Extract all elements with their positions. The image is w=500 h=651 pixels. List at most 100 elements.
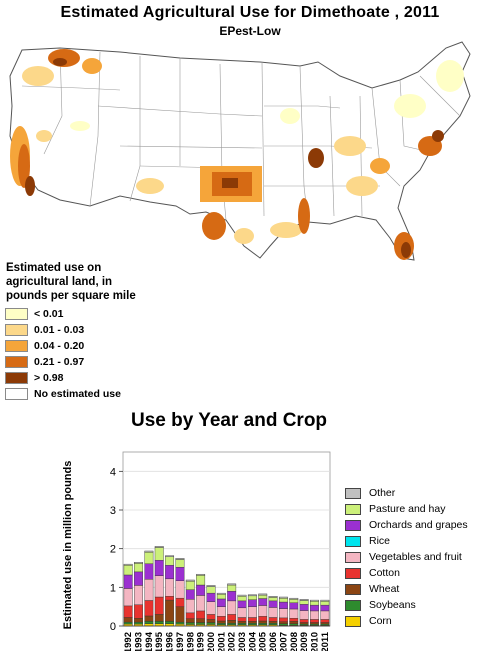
bar-segment-vegetables-and-fruit [320,610,330,620]
bar-segment-soybeans [247,623,257,626]
bar-segment-other [237,594,247,597]
map-legend-item: 0.04 - 0.20 [5,338,121,354]
legend-swatch-lt-0-01 [5,308,28,320]
x-tick-label: 1997 [175,632,186,651]
bar-segment-soybeans [268,623,278,626]
map-title: Estimated Agricultural Use for Dimethoat… [60,4,440,21]
bar-segment-pasture-and-hay [175,559,185,568]
bar-segment-cotton [237,617,247,622]
legend-label: No estimated use [34,388,121,400]
bar-segment-wheat [144,615,154,622]
legend-swatch [345,551,361,563]
legend-label: Vegetables and fruit [369,551,462,563]
bar-segment-wheat [175,606,185,623]
x-tick-label: 2009 [299,632,310,651]
bar-segment-orchards-and-grapes [185,589,195,600]
bar-segment-vegetables-and-fruit [278,608,288,619]
bar-segment-other [134,561,143,564]
legend-swatch [345,599,361,611]
bar-segment-cotton [175,597,185,607]
bar-segment-vegetables-and-fruit [175,580,185,599]
bar-segment-other [196,573,206,576]
bar-segment-other [268,596,278,598]
x-tick-label: 2008 [289,632,300,651]
bar-segment-vegetables-and-fruit [144,579,154,601]
bar-segment-soybeans [144,621,154,624]
bar-segment-wheat [320,622,330,625]
x-tick-label: 1996 [165,632,176,651]
bar-segment-cotton [185,612,195,619]
bar-segment-orchards-and-grapes [206,592,216,602]
bar-segment-wheat [247,621,257,624]
legend-swatch-0-04-0-20 [5,340,28,352]
bar-segment-pasture-and-hay [258,594,268,599]
bar-segment-cotton [196,610,206,619]
bar-segment-vegetables-and-fruit [216,606,226,617]
legend-swatch [345,487,361,499]
bar-segment-soybeans [134,621,143,625]
bar-segment-orchards-and-grapes [310,604,319,612]
bar-segment-other [310,599,319,602]
bar-segment-pasture-and-hay [268,597,278,602]
legend-label: > 0.98 [34,372,64,384]
x-tick-label: 2010 [309,632,320,651]
bar-segment-vegetables-and-fruit [247,606,257,618]
chart-title: Use by Year and Crop [130,410,328,431]
bar-segment-wheat [268,621,278,624]
chart-legend-item: Other [345,485,468,501]
x-tick-label: 2000 [206,632,217,651]
bar-segment-cotton [247,617,257,622]
bar-segment-wheat [289,621,299,624]
y-tick-label: 1 [110,582,116,594]
bar-segment-orchards-and-grapes [320,604,330,612]
map-subtitle: EPest-Low [219,24,281,38]
bar-segment-wheat [165,599,175,622]
map-legend-item: < 0.01 [5,306,121,322]
bar-segment-other [227,583,237,586]
bar-segment-wheat [299,622,309,625]
plot-area [122,451,331,627]
y-tick-label: 2 [110,544,116,556]
x-tick-label: 1993 [134,632,145,651]
x-tick-label: 2001 [216,631,227,651]
chart-legend-item: Rice [345,533,468,549]
legend-label: Cotton [369,567,400,579]
bar-segment-orchards-and-grapes [175,567,185,581]
bar-segment-orchards-and-grapes [289,602,299,610]
bar-segment-wheat [216,620,226,624]
bar-segment-pasture-and-hay [154,547,164,561]
legend-label: < 0.01 [34,308,64,320]
bar-segment-pasture-and-hay [320,601,330,606]
legend-swatch-gt-0-98 [5,372,28,384]
bar-segment-soybeans [165,621,175,624]
x-tick-label: 2011 [320,631,331,651]
map-legend-title: Estimated use on agricultural land, in p… [6,262,136,302]
map-legend-item: No estimated use [5,386,121,402]
bar-segment-soybeans [175,621,185,625]
bar-segment-orchards-and-grapes [268,600,278,608]
bar-segment-pasture-and-hay [247,595,257,600]
bar-segment-orchards-and-grapes [299,604,309,611]
bar-segment-other [123,563,133,566]
legend-swatch [345,519,361,531]
bar-segment-vegetables-and-fruit [227,600,237,615]
y-tick-label: 3 [110,505,116,517]
bar-segment-orchards-and-grapes [258,598,268,606]
chart-legend-item: Orchards and grapes [345,517,468,533]
y-tick-label: 4 [110,466,116,478]
x-tick-label: 1995 [154,631,165,651]
legend-label: 0.04 - 0.20 [34,340,85,352]
bar-segment-orchards-and-grapes [227,590,237,602]
chart-legend-item: Cotton [345,565,468,581]
bar-segment-wheat [237,621,247,624]
bar-segment-vegetables-and-fruit [185,599,195,614]
bar-segment-cotton [227,614,237,621]
bar-segment-soybeans [237,623,247,626]
bar-segment-soybeans [154,621,164,624]
bar-segment-cotton [299,619,309,623]
bar-segment-wheat [278,621,288,624]
x-tick-label: 2007 [278,632,289,651]
bar-segment-pasture-and-hay [196,575,206,586]
bar-segment-soybeans [227,623,237,626]
legend-label: 0.01 - 0.03 [34,324,85,336]
